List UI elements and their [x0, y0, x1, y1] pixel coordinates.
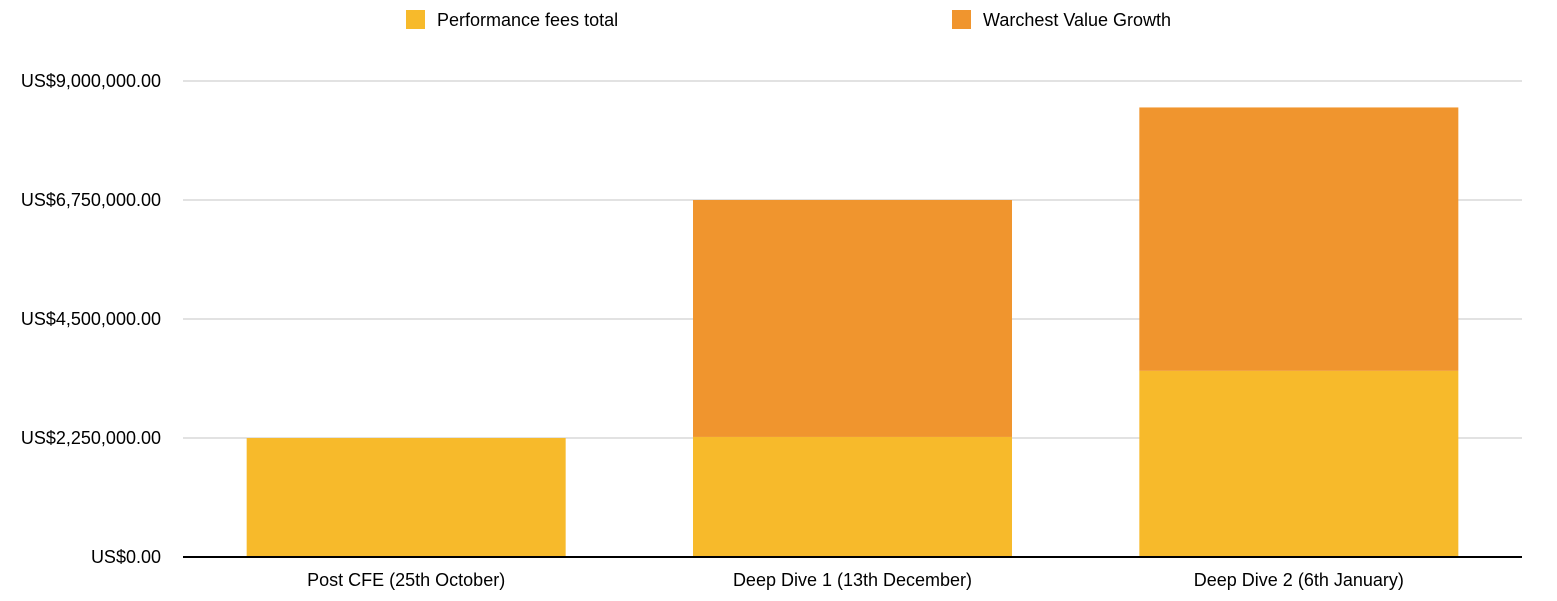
x-tick-label: Deep Dive 2 (6th January): [1194, 570, 1404, 590]
bars: [246, 107, 1459, 557]
legend-label: Warchest Value Growth: [983, 10, 1171, 30]
y-tick-label: US$2,250,000.00: [21, 428, 161, 448]
y-tick-label: US$4,500,000.00: [21, 309, 161, 329]
x-axis-tick-labels: Post CFE (25th October) Deep Dive 1 (13th…: [307, 570, 1404, 590]
legend-swatch: [406, 10, 425, 29]
y-tick-label: US$0.00: [91, 547, 161, 567]
bar-performance-fees-total-3: [1139, 370, 1459, 557]
bar-warchest-value-growth-2: [693, 200, 1012, 437]
bar-warchest-value-growth-3: [1139, 107, 1459, 371]
legend: Performance fees total Warchest Value Gro…: [406, 10, 1171, 30]
legend-item-warchest-value-growth: Warchest Value Growth: [952, 10, 1171, 30]
y-tick-label: US$6,750,000.00: [21, 190, 161, 210]
legend-item-performance-fees-total: Performance fees total: [406, 10, 618, 30]
legend-swatch: [952, 10, 971, 29]
y-axis-tick-labels: US$0.00 US$2,250,000.00 US$4,500,000.00 US$…: [21, 71, 161, 567]
bar-performance-fees-total-1: [246, 438, 566, 557]
x-tick-label: Deep Dive 1 (13th December): [733, 570, 972, 590]
x-tick-label: Post CFE (25th October): [307, 570, 505, 590]
legend-label: Performance fees total: [437, 10, 618, 30]
y-tick-label: US$9,000,000.00: [21, 71, 161, 91]
bar-performance-fees-total-2: [693, 436, 1012, 557]
